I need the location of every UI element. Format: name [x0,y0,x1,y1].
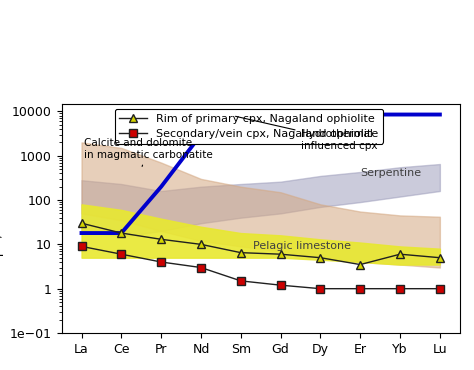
Text: Calcite and dolomite
in magmatic carbonatite: Calcite and dolomite in magmatic carbona… [83,138,212,166]
Text: Pelagic limestone: Pelagic limestone [253,241,351,251]
Rim of primary cpx, Nagaland ophiolite [318,255,323,260]
Rim of primary cpx, Nagaland ophiolite [437,255,443,260]
Rim of primary cpx, Nagaland ophiolite [397,252,403,256]
Secondary/vein cpx, Nagaland ophiolite [357,286,363,291]
Text: Hydrothermal
influenced cpx: Hydrothermal influenced cpx [236,116,377,151]
Rim of primary cpx, Nagaland ophiolite [198,242,204,246]
Line: Secondary/vein cpx, Nagaland ophiolite: Secondary/vein cpx, Nagaland ophiolite [78,243,444,293]
Secondary/vein cpx, Nagaland ophiolite [318,286,323,291]
Rim of primary cpx, Nagaland ophiolite [238,250,244,255]
Secondary/vein cpx, Nagaland ophiolite [437,286,443,291]
Secondary/vein cpx, Nagaland ophiolite [397,286,403,291]
Legend: Rim of primary cpx, Nagaland ophiolite, Secondary/vein cpx, Nagaland ophiolite: Rim of primary cpx, Nagaland ophiolite, … [115,109,383,144]
Line: Rim of primary cpx, Nagaland ophiolite: Rim of primary cpx, Nagaland ophiolite [77,219,444,269]
Rim of primary cpx, Nagaland ophiolite [118,231,124,235]
Secondary/vein cpx, Nagaland ophiolite [158,260,164,264]
Rim of primary cpx, Nagaland ophiolite [357,262,363,267]
Secondary/vein cpx, Nagaland ophiolite [278,283,283,287]
Secondary/vein cpx, Nagaland ophiolite [118,252,124,256]
Secondary/vein cpx, Nagaland ophiolite [238,279,244,283]
Rim of primary cpx, Nagaland ophiolite [158,237,164,242]
Rim of primary cpx, Nagaland ophiolite [278,252,283,256]
Secondary/vein cpx, Nagaland ophiolite [198,265,204,270]
Secondary/vein cpx, Nagaland ophiolite [79,244,84,249]
Rim of primary cpx, Nagaland ophiolite [79,221,84,225]
Text: Serpentine: Serpentine [360,168,421,178]
Y-axis label: Sample/ Cl chondrite: Sample/ Cl chondrite [0,153,4,284]
